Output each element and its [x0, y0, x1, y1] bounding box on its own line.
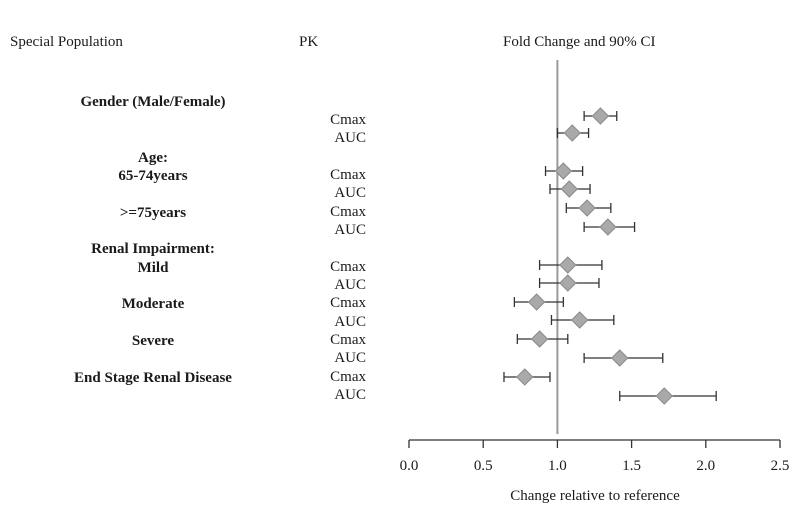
ci-row — [513, 293, 564, 311]
x-axis: 0.0 0.5 1.0 1.5 2.0 2.5 — [400, 439, 790, 474]
x-axis-title: Change relative to reference — [510, 488, 680, 504]
pk-label: AUC — [334, 350, 366, 366]
pk-label: Cmax — [330, 204, 366, 220]
pk-header: PK — [299, 34, 319, 50]
ci-row — [583, 349, 664, 367]
pk-label: Cmax — [330, 369, 366, 385]
point-estimate-diamond — [655, 387, 673, 405]
pk-label: AUC — [334, 185, 366, 201]
group-label-mild: Mild — [137, 260, 169, 276]
pk-label: Cmax — [330, 112, 366, 128]
point-estimate-diamond — [570, 311, 589, 329]
group-label-age-75plus: >=75years — [119, 205, 187, 221]
x-tick-label: 2.0 — [696, 458, 715, 474]
point-estimate-diamond — [578, 199, 596, 217]
x-tick-label: 1.5 — [622, 458, 641, 474]
group-label-age: Age: — [138, 150, 168, 166]
ci-row — [619, 387, 717, 405]
pk-label: Cmax — [330, 167, 366, 183]
ci-row — [538, 274, 600, 292]
pk-label: Cmax — [330, 259, 366, 275]
point-estimate-diamond — [527, 293, 546, 311]
pk-label: Cmax — [330, 332, 366, 348]
ci-row — [549, 180, 591, 198]
x-tick-label: 1.0 — [548, 458, 567, 474]
point-estimate-diamond — [516, 368, 534, 386]
point-estimate-diamond — [559, 274, 577, 292]
group-label-gender: Gender (Male/Female) — [80, 94, 226, 110]
pk-label: Cmax — [330, 295, 366, 311]
group-label-severe: Severe — [131, 333, 175, 349]
ci-row — [516, 330, 569, 348]
point-estimate-diamond — [554, 162, 573, 180]
point-estimate-diamond — [560, 180, 578, 198]
ci-row — [538, 256, 603, 274]
point-estimate-diamond — [591, 107, 610, 125]
pk-label: AUC — [334, 130, 366, 146]
point-estimate-diamond — [599, 218, 617, 236]
ci-row — [556, 124, 590, 142]
x-tick-label: 2.5 — [771, 458, 790, 474]
group-label-esrd: End Stage Renal Disease — [74, 370, 232, 386]
ci-row — [565, 199, 612, 217]
point-estimate-diamond — [559, 256, 577, 274]
pk-label: AUC — [334, 387, 366, 403]
point-estimate-diamond — [611, 349, 629, 367]
ci-row — [583, 107, 618, 125]
pk-label: AUC — [334, 222, 366, 238]
ci-row — [550, 311, 615, 329]
interval-marks — [503, 107, 717, 405]
point-estimate-diamond — [530, 330, 549, 348]
x-tick-label: 0.0 — [400, 458, 419, 474]
ci-row — [544, 162, 584, 180]
fold-change-header: Fold Change and 90% CI — [503, 34, 656, 50]
population-header: Special Population — [10, 34, 123, 50]
pk-label: AUC — [334, 277, 366, 293]
x-tick-label: 0.5 — [474, 458, 493, 474]
group-label-age-65-74: 65-74years — [118, 168, 188, 184]
group-label-moderate: Moderate — [121, 296, 185, 312]
point-estimate-diamond — [563, 124, 581, 142]
ci-row — [503, 368, 551, 386]
ci-row — [583, 218, 636, 236]
pk-label: AUC — [334, 314, 366, 330]
group-label-renal-impairment: Renal Impairment: — [91, 241, 215, 257]
